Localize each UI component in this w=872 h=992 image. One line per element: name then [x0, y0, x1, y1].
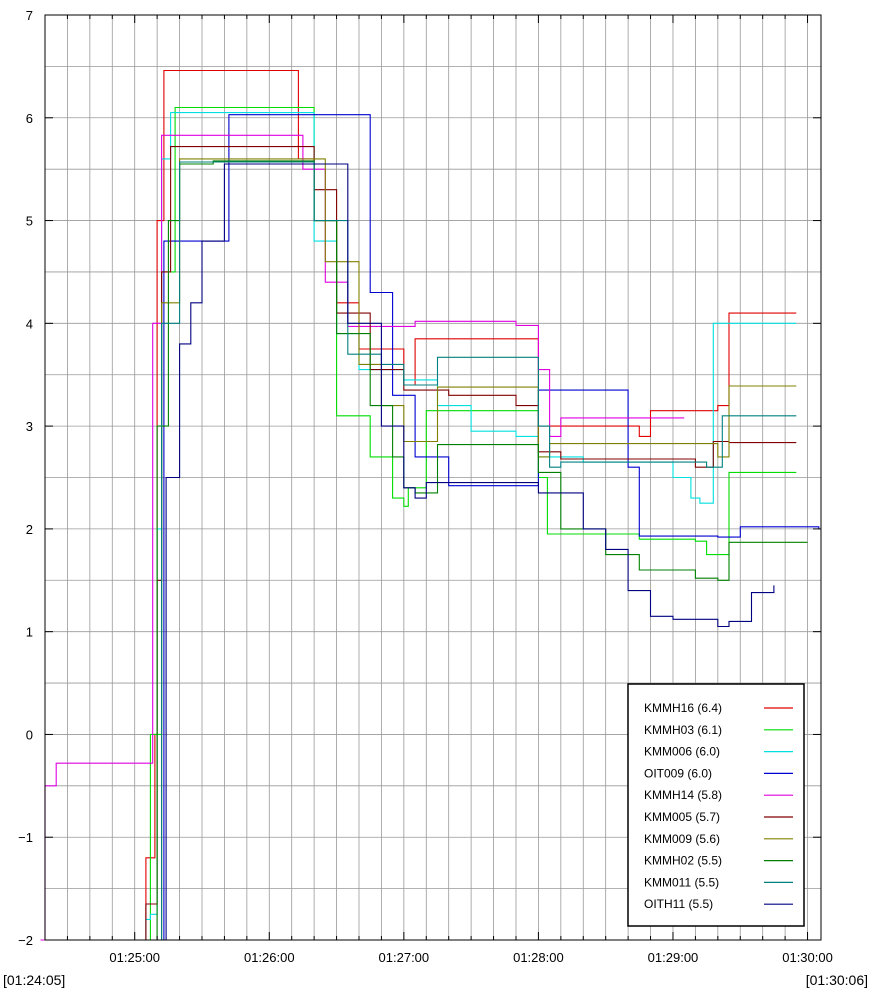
series-line: [161, 163, 775, 941]
x-tick-label: 01:27:00: [379, 950, 430, 965]
x-tick-label: 01:30:00: [782, 950, 833, 965]
legend-entry-label: KMMH16 (6.4): [644, 701, 722, 715]
legend-entry-label: OIT009 (6.0): [644, 766, 712, 780]
y-tick-label: 7: [26, 8, 33, 23]
legend-entry-label: KMMH03 (6.1): [644, 723, 722, 737]
legend-entry-label: OITH11 (5.5): [644, 897, 713, 911]
y-tick-label: 0: [26, 727, 33, 742]
legend-box: [627, 683, 805, 927]
x-range-end-label: [01:30:06]: [806, 972, 868, 988]
legend-entry-label: KMM006 (6.0): [644, 745, 720, 759]
x-range-start-label: [01:24:05]: [3, 972, 65, 988]
axis-ticks: [44, 14, 821, 941]
y-tick-label: −2: [18, 933, 33, 948]
series-line: [157, 161, 797, 941]
legend-entry-label: KMM005 (5.7): [644, 810, 720, 824]
y-tick-label: 2: [26, 522, 33, 537]
legend-entry-label: KMMH02 (5.5): [644, 854, 722, 868]
series-line: [157, 158, 797, 941]
x-tick-label: 01:25:00: [109, 950, 160, 965]
y-tick-label: 6: [26, 111, 33, 126]
y-tick-label: 3: [26, 419, 33, 434]
legend-entry-label: KMM011 (5.5): [644, 875, 719, 889]
series-line: [161, 114, 820, 941]
legend: KMMH16 (6.4) KMMH03 (6.1) KMM006 (6.0) OIT0…: [627, 683, 805, 927]
x-tick-label: 01:28:00: [513, 950, 564, 965]
x-tick-label: 01:26:00: [244, 950, 295, 965]
legend-entry-label: KMMH14 (5.8): [644, 788, 722, 802]
y-tick-label: 5: [26, 214, 33, 229]
y-tick-labels: −2 −1 0 1 2 3 4 5 6 7: [18, 8, 33, 948]
y-tick-label: 4: [26, 316, 33, 331]
series-line: [145, 106, 797, 941]
plot-frame: [44, 14, 822, 941]
legend-entry-label: KMM009 (5.6): [644, 832, 720, 846]
y-tick-label: −1: [18, 830, 33, 845]
y-tick-label: 1: [26, 625, 33, 640]
series-layer: [40, 69, 820, 941]
x-tick-labels: 01:25:00 01:26:00 01:27:00 01:28:00 01:29:00…: [109, 950, 832, 965]
x-tick-label: 01:29:00: [648, 950, 699, 965]
